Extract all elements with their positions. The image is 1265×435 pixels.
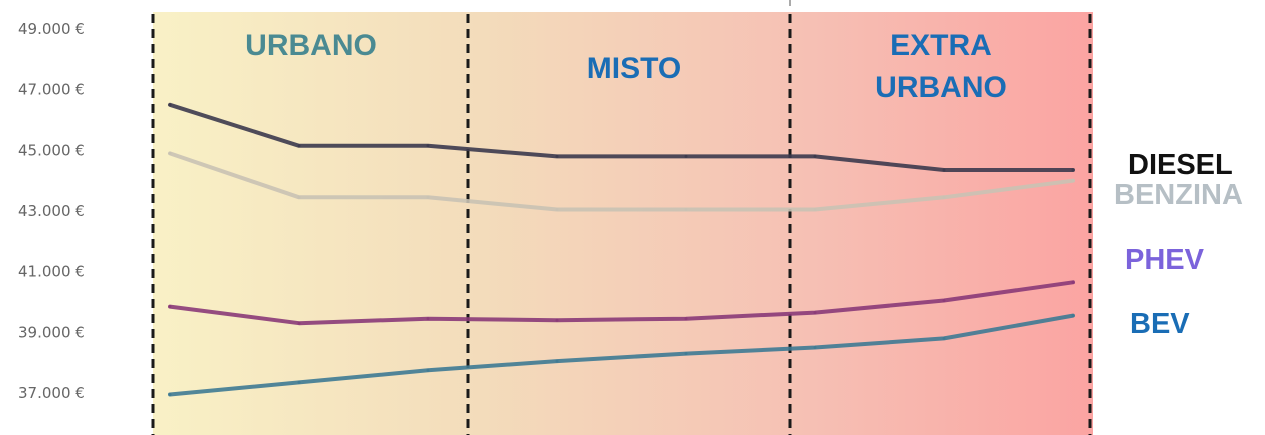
data-point-diesel (813, 154, 817, 158)
data-point-diesel (426, 144, 430, 148)
data-point-bev (426, 368, 430, 372)
data-point-benzina (813, 207, 817, 211)
data-point-benzina (426, 195, 430, 199)
data-point-diesel (684, 154, 688, 158)
data-point-benzina (168, 151, 172, 155)
y-tick-label: 45.000 € (18, 141, 85, 159)
data-point-diesel (168, 103, 172, 107)
data-point-benzina (297, 195, 301, 199)
data-point-phev (555, 318, 559, 322)
data-point-diesel (297, 144, 301, 148)
zone-label: EXTRA (890, 29, 992, 62)
data-point-bev (168, 393, 172, 397)
data-point-diesel (555, 154, 559, 158)
data-point-bev (297, 380, 301, 384)
data-point-phev (168, 305, 172, 309)
data-point-phev (813, 311, 817, 315)
zone-label: URBANO (875, 71, 1007, 104)
series-line-benzina (168, 151, 1075, 212)
data-point-bev (684, 352, 688, 356)
data-point-bev (813, 346, 817, 349)
data-point-phev (426, 317, 430, 321)
chart-background (153, 12, 1093, 435)
series-line-diesel (168, 102, 1075, 172)
data-point-benzina (684, 207, 688, 211)
data-point-benzina (1071, 179, 1075, 183)
y-tick-label: 39.000 € (18, 323, 85, 341)
series-line-phev (168, 280, 1075, 326)
data-point-benzina (942, 195, 946, 199)
data-point-phev (297, 321, 301, 325)
zone-label: URBANO (245, 29, 377, 62)
legend-label-benzina: BENZINA (1114, 179, 1243, 211)
y-tick-label: 47.000 € (18, 81, 85, 99)
y-tick-label: 37.000 € (18, 384, 85, 402)
zone-label: MISTO (587, 52, 681, 85)
data-point-bev (942, 336, 946, 340)
data-point-diesel (1071, 168, 1075, 172)
data-point-bev (555, 359, 559, 363)
y-tick-label: 43.000 € (18, 202, 85, 220)
y-tick-label: 49.000 € (18, 20, 85, 38)
data-point-phev (1071, 280, 1075, 284)
data-point-diesel (942, 168, 946, 172)
data-point-bev (1071, 314, 1075, 318)
data-point-benzina (555, 207, 559, 211)
y-tick-label: 41.000 € (18, 263, 85, 281)
legend-label-phev: PHEV (1125, 244, 1205, 276)
legend-label-bev: BEV (1130, 308, 1190, 340)
series-line-bev (168, 313, 1075, 397)
legend-label-diesel: DIESEL (1128, 149, 1233, 181)
data-point-phev (942, 298, 946, 302)
data-point-phev (684, 317, 688, 321)
